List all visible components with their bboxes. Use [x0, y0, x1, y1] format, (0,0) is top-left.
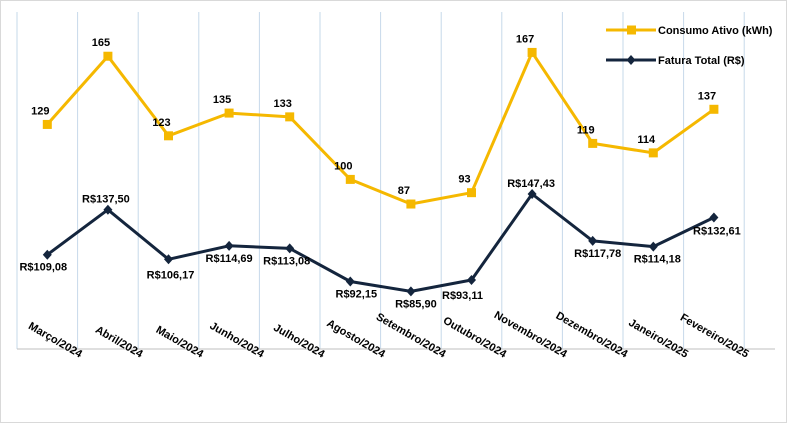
data-label: 137 [698, 90, 716, 102]
data-point-marker [285, 243, 295, 254]
data-label: R$113,08 [263, 255, 310, 267]
x-tick-label: Fevereiro/2025 [678, 312, 751, 361]
legend-label: Consumo Ativo (kWh) [658, 25, 773, 37]
data-point-marker [42, 119, 52, 129]
data-label: R$85,90 [395, 298, 437, 310]
data-point-marker [224, 108, 234, 118]
data-label: R$109,08 [19, 262, 67, 274]
data-point-marker [406, 286, 416, 297]
data-point-marker [709, 104, 719, 114]
data-label: 129 [31, 105, 49, 117]
data-point-marker [406, 199, 416, 209]
data-point-marker [224, 240, 234, 251]
data-label: R$92,15 [336, 288, 378, 300]
data-label: R$114,69 [206, 253, 253, 265]
data-label: 133 [274, 98, 292, 110]
data-label: 87 [398, 185, 410, 197]
data-point-marker [345, 276, 355, 287]
x-tick-label: Julho/2024 [271, 322, 327, 361]
x-tick-label: Junho/2024 [207, 320, 266, 361]
data-label: R$114,18 [634, 254, 681, 266]
legend-marker [627, 25, 636, 35]
data-point-marker [527, 47, 537, 57]
data-label: R$117,78 [574, 248, 621, 260]
data-point-marker [164, 131, 173, 141]
data-point-marker [527, 189, 537, 200]
x-tick-label: Março/2024 [26, 320, 85, 361]
data-label: R$132,61 [693, 225, 741, 237]
series-line-2 [46, 192, 715, 293]
data-point-marker [285, 112, 295, 122]
data-point-marker [467, 188, 476, 198]
data-point-marker [709, 212, 719, 223]
data-label: 165 [92, 37, 110, 49]
data-point-marker [164, 254, 173, 265]
data-point-marker [345, 174, 355, 184]
data-label: 123 [152, 117, 170, 129]
data-point-marker [588, 138, 598, 148]
data-point-marker [648, 241, 658, 252]
data-label: 100 [334, 160, 352, 172]
data-label: 114 [637, 134, 656, 146]
x-tick-label: Abril/2024 [93, 324, 145, 361]
data-point-marker [648, 148, 658, 158]
data-label: R$137,50 [82, 194, 130, 206]
data-label: R$106,17 [147, 269, 195, 281]
data-point-marker [103, 204, 113, 215]
data-point-marker [467, 274, 476, 285]
legend-marker [626, 55, 636, 65]
data-point-marker [42, 249, 52, 260]
data-label: 119 [577, 124, 595, 136]
data-point-marker [103, 51, 113, 61]
legend-label: Fatura Total (R$) [658, 55, 745, 67]
x-tick-label: Agosto/2024 [324, 317, 387, 361]
data-label: 135 [213, 94, 231, 106]
x-tick-label: Maio/2024 [154, 324, 206, 361]
data-label: 93 [458, 174, 470, 186]
series-line-1 [46, 50, 715, 206]
data-point-marker [588, 235, 598, 246]
data-label: R$93,11 [442, 290, 483, 302]
data-label: R$147,43 [507, 178, 555, 190]
data-label: 167 [516, 33, 534, 45]
